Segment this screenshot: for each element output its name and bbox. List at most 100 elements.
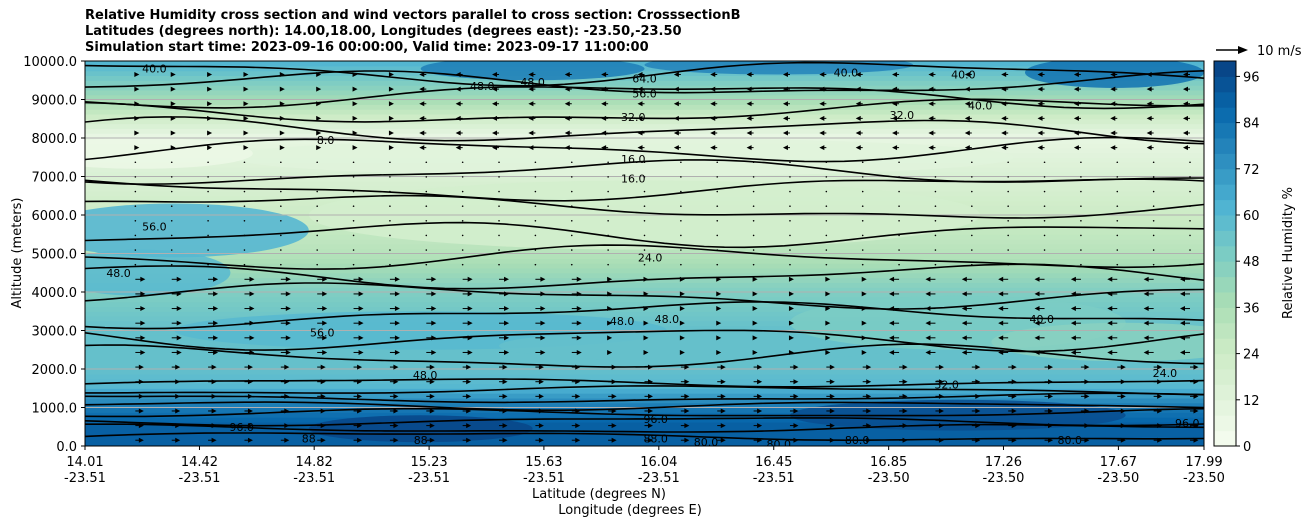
wind-vector-dot — [134, 263, 137, 266]
wind-vector-dot — [825, 176, 828, 178]
wind-vector-head — [601, 115, 607, 121]
wind-vector-dot — [1043, 234, 1046, 237]
wind-vector-dot — [1152, 176, 1155, 178]
wind-vector-head — [575, 364, 581, 370]
wind-vector-head — [466, 437, 472, 443]
wind-vector-head — [1107, 276, 1113, 282]
wind-vector-dot — [243, 190, 246, 193]
wind-vector-head — [788, 306, 794, 312]
wind-vector-head — [358, 291, 364, 297]
wind-vector-head — [673, 145, 679, 151]
wind-vector-head — [394, 320, 400, 326]
wind-vector-head — [538, 437, 544, 443]
wind-vector-head — [684, 379, 690, 385]
wind-vector-head — [502, 364, 508, 370]
wind-vector-head — [357, 437, 363, 443]
wind-vector-head — [352, 130, 358, 136]
wind-vector-dot — [352, 205, 355, 207]
wind-vector-head — [716, 276, 722, 282]
wind-vector-head — [1110, 145, 1116, 151]
wind-vector-head — [925, 276, 931, 282]
humidity-blob — [499, 330, 902, 362]
x-tick-label-lat: 16.85 — [870, 455, 907, 470]
colorbar-segment — [1214, 338, 1236, 355]
wind-vector-dot — [971, 190, 973, 193]
wind-vector-head — [419, 86, 425, 92]
wind-vector-head — [538, 379, 544, 385]
wind-vector-head — [466, 364, 472, 370]
wind-vector-dot — [389, 249, 391, 251]
wind-vector-head — [243, 101, 249, 107]
wind-vector-dot — [607, 263, 609, 266]
wind-vector-head — [716, 320, 722, 326]
wind-vector-head — [825, 306, 831, 312]
wind-vector-head — [1070, 349, 1076, 355]
wind-vector-head — [855, 145, 861, 151]
wind-vector-head — [357, 393, 363, 399]
wind-vector-head — [284, 393, 290, 399]
wind-vector-head — [140, 349, 146, 355]
wind-vector-dot — [389, 190, 391, 193]
wind-vector-head — [176, 320, 182, 326]
wind-vector-head — [902, 423, 908, 429]
wind-vector-head — [782, 86, 788, 92]
wind-vector-head — [211, 364, 217, 370]
wind-vector-head — [357, 364, 363, 370]
wind-vector-dot — [170, 190, 173, 193]
wind-vector-head — [637, 86, 643, 92]
wind-vector-head — [247, 364, 253, 370]
wind-vector-head — [467, 306, 473, 312]
wind-vector-head — [322, 335, 328, 341]
wind-vector-head — [938, 393, 944, 399]
contour-line — [85, 407, 1204, 418]
chart-title-line-1: Relative Humidity cross section and wind… — [85, 8, 741, 23]
wind-vector-head — [504, 349, 510, 355]
wind-vector-head — [928, 86, 934, 92]
wind-vector-head — [492, 115, 498, 121]
wind-vector-head — [637, 101, 643, 107]
wind-vector-dot — [280, 249, 282, 251]
wind-vector-head — [564, 101, 570, 107]
wind-vector-dot — [1043, 249, 1046, 251]
wind-vector-dot — [1116, 190, 1119, 193]
wind-vector-dot — [1152, 190, 1155, 193]
wind-vector-head — [1120, 393, 1126, 399]
wind-vector-head — [819, 130, 825, 136]
wind-vector-head — [455, 71, 461, 77]
wind-vector-head — [467, 320, 473, 326]
x-tick-label-lon: -23.51 — [293, 471, 335, 486]
wind-vector-head — [679, 349, 685, 355]
colorbar-frame — [1213, 60, 1237, 447]
wind-vector-dot — [861, 219, 864, 222]
colorbar-segment — [1214, 230, 1236, 247]
wind-vector-dot — [898, 176, 900, 178]
wind-vector-head — [637, 145, 643, 151]
y-tick-label: 8000.0 — [32, 132, 78, 147]
contour-label: 32.0 — [890, 109, 915, 122]
colorbar-segment — [1214, 292, 1236, 308]
wind-vector-dot — [534, 249, 537, 251]
colorbar-segment — [1214, 215, 1236, 231]
wind-vector-dot — [643, 234, 646, 237]
y-tick-label: 6000.0 — [32, 209, 78, 224]
wind-vector-dot — [934, 176, 937, 178]
contour-label: 96.0 — [643, 413, 668, 426]
wind-vector-dot — [243, 205, 246, 207]
wind-vector-head — [601, 145, 607, 151]
wind-vector-dot — [789, 263, 791, 266]
colorbar-segment — [1214, 384, 1236, 401]
humidity-band — [85, 359, 1204, 365]
wind-vector-dot — [861, 190, 864, 193]
wind-vector-head — [855, 101, 861, 107]
wind-vector-head — [140, 320, 146, 326]
wind-vector-head — [720, 437, 726, 443]
wind-vector-head — [1193, 379, 1199, 385]
wind-vector-dot — [207, 190, 209, 193]
wind-vector-head — [1193, 364, 1199, 370]
wind-vector-head — [964, 145, 970, 151]
wind-vector-dot — [898, 249, 900, 251]
wind-vector-head — [320, 393, 326, 399]
contour-line — [85, 61, 1204, 87]
wind-vector-head — [679, 306, 685, 312]
wind-vector-head — [249, 306, 255, 312]
